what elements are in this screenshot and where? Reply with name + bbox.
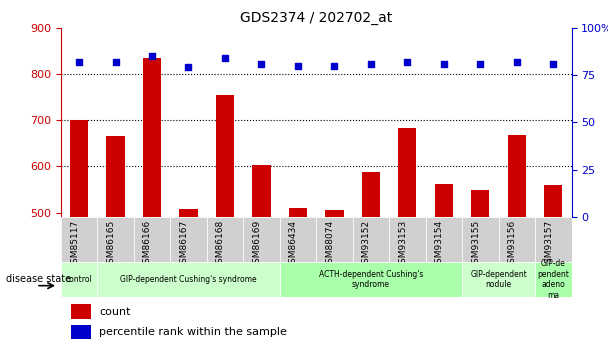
Text: percentile rank within the sample: percentile rank within the sample [99,327,287,337]
Bar [435,184,453,217]
Bar [134,217,170,262]
Bar [353,217,389,262]
Bar [426,217,462,262]
Text: GSM86169: GSM86169 [252,220,261,269]
Point [402,59,412,65]
Text: ACTH-dependent Cushing's
syndrome: ACTH-dependent Cushing's syndrome [319,270,423,289]
Text: GIP-dependent Cushing's syndrome: GIP-dependent Cushing's syndrome [120,275,257,284]
Bar [71,325,91,339]
Text: GIP-de
pendent
adeno
ma: GIP-de pendent adeno ma [537,259,569,299]
Text: GSM86165: GSM86165 [106,220,116,269]
Text: GSM86434: GSM86434 [289,220,298,269]
Bar [362,172,380,217]
Bar [106,136,125,217]
Point [184,65,193,70]
Point [548,61,558,66]
Bar [471,190,489,217]
Bar [544,185,562,217]
Text: GSM86168: GSM86168 [216,220,225,269]
Point [111,59,120,65]
Text: GSM93152: GSM93152 [362,220,371,269]
Bar [71,304,91,319]
Bar [70,120,88,217]
Point [475,61,485,66]
Bar [462,217,499,262]
Bar [535,217,572,262]
Bar [280,217,316,262]
Point [366,61,376,66]
Bar [179,209,198,217]
Point [220,55,230,61]
Bar [535,262,572,297]
Text: count: count [99,307,131,317]
Text: GSM86167: GSM86167 [179,220,188,269]
Text: GSM93157: GSM93157 [544,220,553,269]
Title: GDS2374 / 202702_at: GDS2374 / 202702_at [240,11,392,25]
Point [439,61,449,66]
Text: GSM93154: GSM93154 [435,220,444,269]
Bar [280,262,462,297]
Point [257,61,266,66]
Point [293,63,303,68]
Bar [316,217,353,262]
Text: GSM86166: GSM86166 [143,220,152,269]
Bar [325,210,344,217]
Bar [143,58,161,217]
Text: GIP-dependent
nodule: GIP-dependent nodule [470,270,527,289]
Text: GSM93153: GSM93153 [398,220,407,269]
Bar [243,217,280,262]
Bar [216,95,234,217]
Point [512,59,522,65]
Bar [398,128,416,217]
Bar [389,217,426,262]
Bar [207,217,243,262]
Point [74,59,84,65]
Point [147,53,157,59]
Bar [252,165,271,217]
Bar [499,217,535,262]
Bar [97,262,280,297]
Bar [97,217,134,262]
Text: disease state: disease state [6,275,71,284]
Bar [508,135,526,217]
Text: GSM93156: GSM93156 [508,220,517,269]
Text: control: control [66,275,92,284]
Bar [462,262,535,297]
Bar [289,208,307,217]
Bar [170,217,207,262]
Text: GSM93155: GSM93155 [471,220,480,269]
Bar [61,262,97,297]
Text: GSM88074: GSM88074 [325,220,334,269]
Bar [61,217,97,262]
Text: GSM85117: GSM85117 [70,220,79,269]
Point [330,63,339,68]
